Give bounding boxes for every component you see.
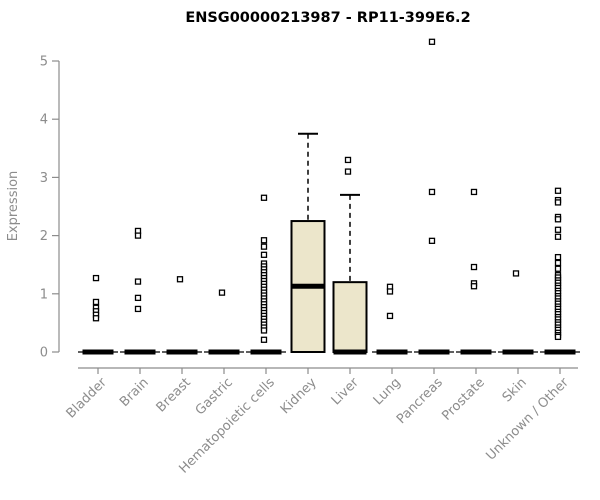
chart-title: ENSG00000213987 - RP11-399E6.2 <box>185 10 470 26</box>
outlier-point-bladder <box>92 274 100 282</box>
outlier-point-skin <box>512 270 520 277</box>
y-tick-label-4: 4 <box>40 113 48 128</box>
median-liver <box>333 349 367 355</box>
outlier-point-liver <box>344 156 352 164</box>
outlier-point-brain <box>134 294 142 302</box>
outlier-point-breast <box>176 276 184 283</box>
collapsed-box-pancreas <box>418 349 450 355</box>
boxes-layer <box>78 132 580 355</box>
outlier-point-lung <box>386 312 394 320</box>
outlier-point-bladder <box>92 315 100 322</box>
collapsed-box-breast <box>166 349 198 355</box>
x-tick-label-9: Prostate <box>439 375 487 423</box>
collapsed-box-lung <box>376 349 408 355</box>
y-tick-label-3: 3 <box>40 171 48 186</box>
outlier-point-unknown-other <box>554 259 562 267</box>
x-tick-label-8: Pancreas <box>394 375 446 427</box>
collapsed-box-hematopoietic-cells <box>250 349 282 355</box>
y-tick-label-2: 2 <box>40 229 48 244</box>
outlier-point-bladder <box>92 298 100 306</box>
y-tick-label-1: 1 <box>40 287 48 302</box>
y-tick-label-5: 5 <box>40 55 48 70</box>
outlier-point-unknown-other <box>554 333 562 341</box>
median-kidney <box>291 283 325 289</box>
collapsed-box-skin <box>502 349 534 355</box>
collapsed-box-gastric <box>208 349 240 355</box>
outlier-point-pancreas <box>428 38 436 45</box>
outlier-point-brain <box>134 232 142 239</box>
collapsed-box-prostate <box>460 349 492 355</box>
outlier-point-pancreas <box>428 237 436 244</box>
outlier-point-hematopoietic-cells <box>260 194 268 201</box>
outlier-point-hematopoietic-cells <box>260 251 268 258</box>
outlier-point-pancreas <box>428 188 436 196</box>
y-axis: 0 1 2 3 4 5 <box>40 55 60 361</box>
x-tick-label-1: Brain <box>117 375 152 410</box>
x-tick-label-7: Lung <box>371 375 404 408</box>
x-tick-label-2: Breast <box>154 375 194 415</box>
outlier-point-hematopoietic-cells <box>260 327 268 334</box>
outlier-point-unknown-other <box>554 253 562 261</box>
y-tick-label-0: 0 <box>40 346 48 361</box>
x-tick-label-0: Bladder <box>64 375 111 422</box>
outlier-point-prostate <box>470 283 478 290</box>
outlier-point-hematopoietic-cells <box>260 237 268 244</box>
outlier-point-brain <box>134 278 142 285</box>
box-liver <box>332 281 368 353</box>
outlier-point-unknown-other <box>554 216 562 223</box>
outlier-point-brain <box>134 305 142 313</box>
collapsed-box-unknown-other <box>544 349 576 355</box>
outlier-point-hematopoietic-cells <box>260 336 268 343</box>
outlier-point-prostate <box>470 188 478 196</box>
outlier-point-gastric <box>218 289 226 296</box>
y-axis-label: Expression <box>6 171 21 242</box>
outlier-point-lung <box>386 288 394 295</box>
outlier-point-prostate <box>470 263 478 271</box>
collapsed-box-bladder <box>82 349 114 355</box>
x-tick-label-5: Kidney <box>278 375 320 417</box>
outlier-point-unknown-other <box>554 265 562 272</box>
x-tick-label-11: Unknown / Other <box>484 375 573 464</box>
outlier-points-layer <box>92 38 562 343</box>
x-tick-label-10: Skin <box>500 375 530 405</box>
collapsed-box-brain <box>124 349 156 355</box>
x-tick-label-6: Liver <box>329 375 363 409</box>
outlier-point-unknown-other <box>554 226 562 233</box>
outlier-point-unknown-other <box>554 187 562 194</box>
outlier-point-unknown-other <box>554 199 562 206</box>
outlier-point-unknown-other <box>554 233 562 240</box>
outlier-point-liver <box>344 168 352 175</box>
outlier-point-hematopoietic-cells <box>260 243 268 250</box>
